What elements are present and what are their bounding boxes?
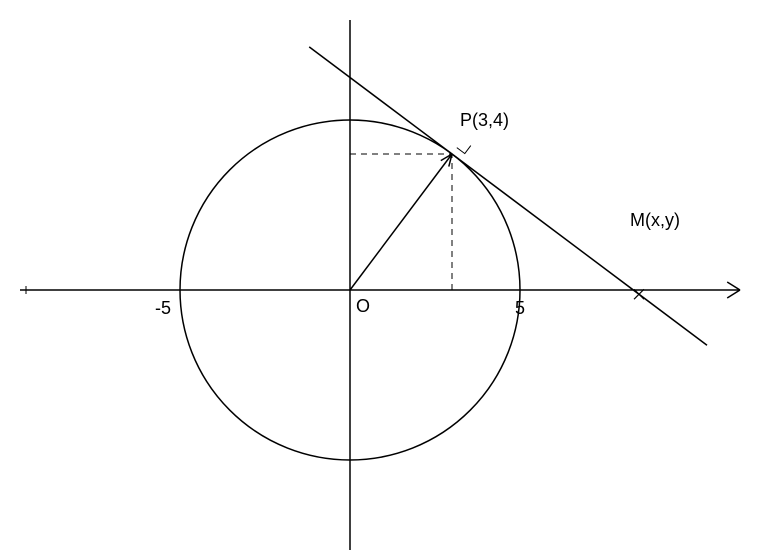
label-origin: O — [356, 296, 370, 317]
label-P: P(3,4) — [460, 110, 509, 131]
label-neg5: -5 — [155, 298, 171, 319]
label-pos5: 5 — [515, 298, 525, 319]
label-M: M(x,y) — [630, 210, 680, 231]
geometry-diagram — [0, 0, 778, 560]
